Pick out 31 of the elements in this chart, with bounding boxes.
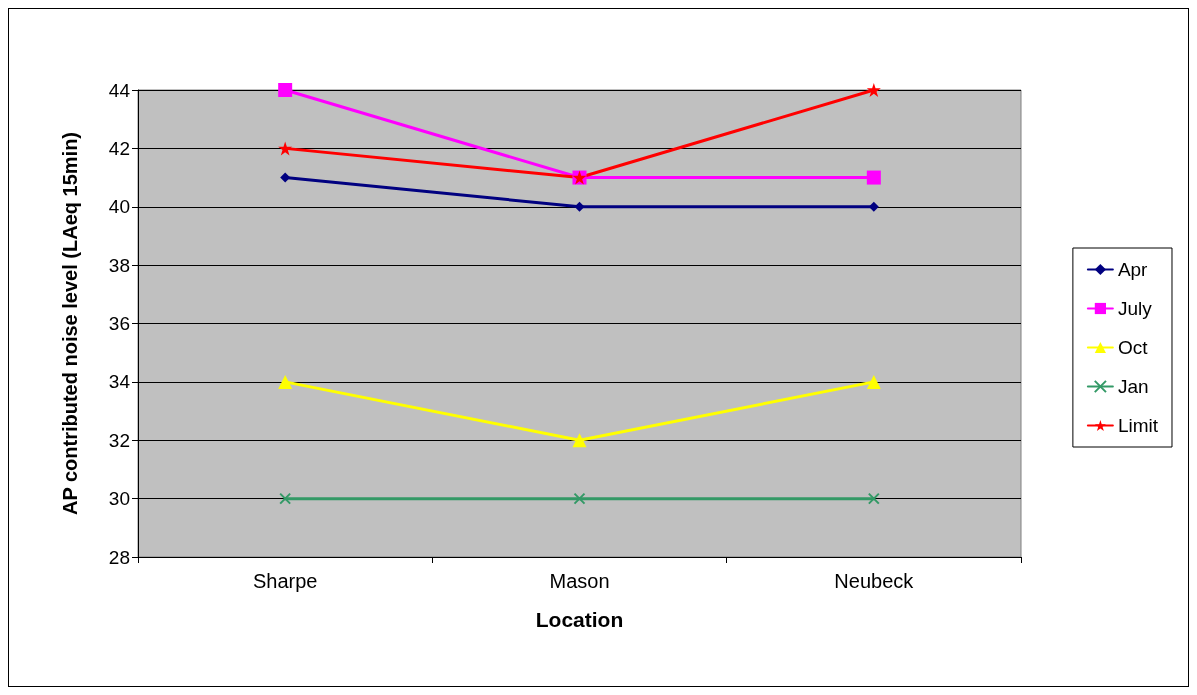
x-tick-label: Mason	[549, 570, 610, 592]
point	[866, 170, 881, 185]
point	[572, 433, 587, 448]
y-axis-title: AP contributed noise level (LAeq 15min)	[59, 131, 81, 516]
x-axis-title: Location	[535, 608, 624, 631]
y-tick-label: 44	[108, 79, 131, 101]
legend-label: July	[1117, 298, 1153, 319]
x-tick-label: Neubeck	[834, 570, 915, 592]
legend-label: Jan	[1117, 376, 1149, 397]
y-tick-label: 28	[108, 546, 130, 568]
point	[278, 374, 293, 389]
point	[278, 141, 293, 156]
x-tick-label: Sharpe	[252, 570, 318, 592]
point	[573, 492, 586, 505]
point	[867, 492, 880, 505]
y-tick-label: 32	[108, 429, 130, 451]
legend-label: Apr	[1117, 259, 1149, 280]
point	[866, 374, 881, 389]
point	[574, 201, 585, 212]
y-tick-label: 34	[108, 371, 131, 393]
y-tick-label: 38	[108, 254, 130, 276]
point	[279, 492, 292, 505]
legend-label: Oct	[1117, 337, 1149, 358]
y-tick-label: 40	[108, 196, 130, 218]
y-tick-label: 36	[108, 313, 130, 334]
y-tick-label: 42	[108, 137, 130, 159]
point	[280, 172, 291, 183]
point	[866, 83, 881, 97]
point	[278, 83, 293, 97]
legend-label: Limit	[1117, 415, 1159, 436]
y-tick-label: 30	[108, 488, 130, 510]
